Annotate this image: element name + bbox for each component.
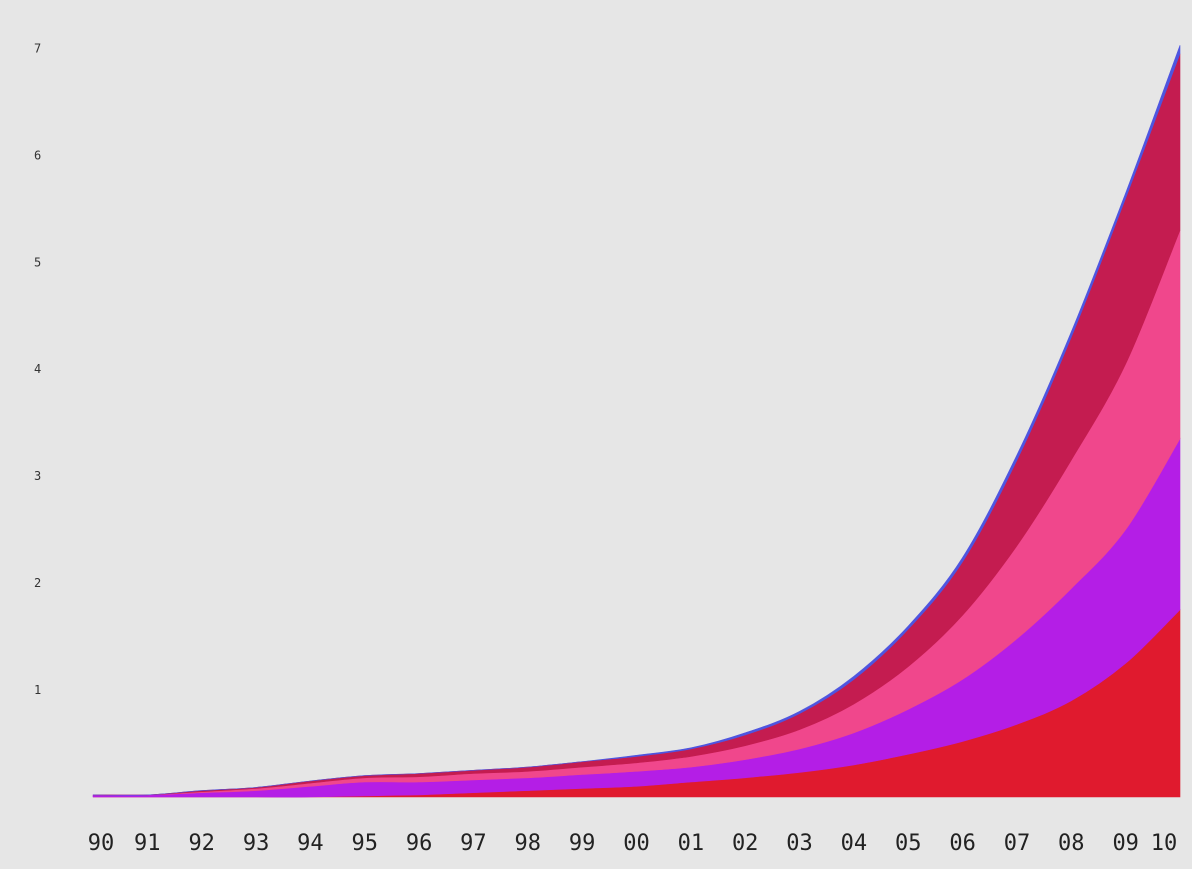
areas-layer — [92, 45, 1181, 798]
x-tick-label: 94 — [297, 831, 324, 856]
y-tick-label: 1 — [34, 683, 41, 697]
y-tick-label: 2 — [34, 576, 41, 590]
x-tick-label: 95 — [352, 831, 379, 856]
x-tick-label: 02 — [732, 831, 759, 856]
x-tick-label: 00 — [623, 831, 650, 856]
x-tick-label: 06 — [949, 831, 976, 856]
area-series-5 — [92, 45, 1181, 796]
x-tick-label: 01 — [678, 831, 705, 856]
y-tick-label: 4 — [34, 362, 41, 376]
x-tick-label: 09 — [1112, 831, 1139, 856]
x-tick-label: 03 — [786, 831, 813, 856]
y-axis: 1 2 3 4 5 6 7 — [34, 41, 41, 697]
y-tick-label: 3 — [34, 469, 41, 483]
x-axis: 90 91 92 93 94 95 96 97 98 99 00 01 02 03 04 05 06 07 08 09… — [88, 831, 1178, 856]
x-tick-label: 07 — [1004, 831, 1031, 856]
x-tick-label: 98 — [515, 831, 542, 856]
x-tick-label: 10 — [1151, 831, 1178, 856]
y-tick-label: 5 — [34, 255, 41, 269]
x-tick-label: 99 — [569, 831, 596, 856]
x-tick-label: 96 — [406, 831, 433, 856]
x-tick-label: 93 — [243, 831, 270, 856]
y-tick-label: 6 — [34, 148, 41, 162]
x-tick-label: 91 — [134, 831, 161, 856]
x-tick-label: 04 — [841, 831, 868, 856]
x-tick-label: 90 — [88, 831, 115, 856]
y-tick-label: 7 — [34, 41, 41, 55]
x-tick-label: 08 — [1058, 831, 1085, 856]
x-tick-label: 92 — [188, 831, 215, 856]
x-tick-label: 05 — [895, 831, 922, 856]
x-tick-label: 97 — [460, 831, 487, 856]
